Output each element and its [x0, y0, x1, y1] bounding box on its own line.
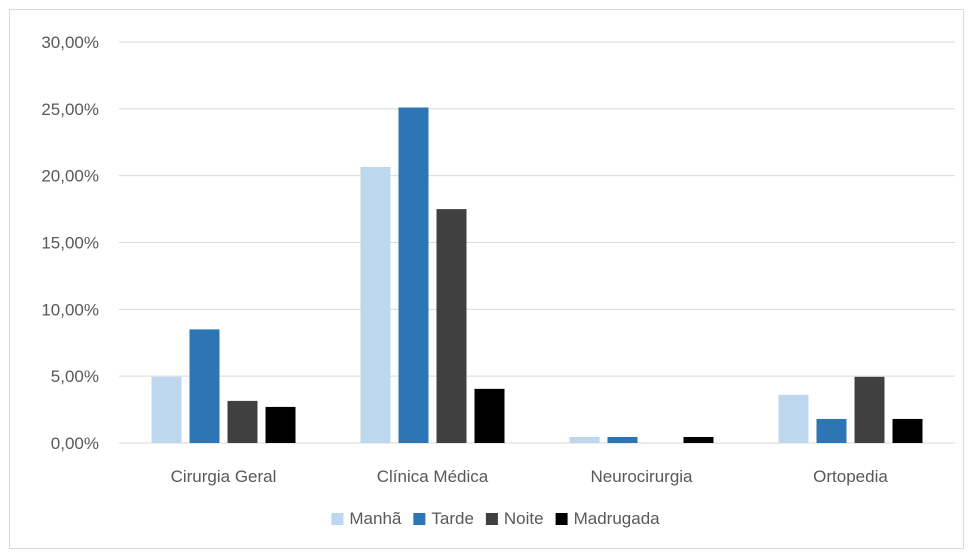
- legend-label: Manhã: [349, 509, 402, 528]
- bar-tarde: [398, 107, 429, 443]
- chart-frame: [9, 9, 964, 549]
- y-tick-label: 15,00%: [41, 234, 99, 253]
- y-tick-label: 20,00%: [41, 167, 99, 186]
- legend-swatch: [485, 513, 498, 525]
- gridlines: [119, 41, 955, 444]
- bar-noite: [436, 209, 467, 443]
- legend-label: Madrugada: [574, 509, 661, 528]
- legend-item: Manhã: [331, 509, 402, 528]
- legend-label: Tarde: [431, 509, 474, 528]
- x-category-label: Clínica Médica: [377, 467, 489, 486]
- bar-noite: [854, 376, 885, 443]
- y-tick-label: 10,00%: [41, 300, 99, 319]
- legend-swatch: [331, 513, 344, 525]
- legend: Manhã Tarde Noite Madrugada: [331, 509, 660, 528]
- y-tick-label: 5,00%: [51, 367, 99, 386]
- y-tick-label: 25,00%: [41, 100, 99, 119]
- bar-tarde: [189, 329, 220, 443]
- bar-manhã: [360, 166, 391, 443]
- legend-item: Madrugada: [555, 509, 661, 528]
- bar-tarde: [816, 418, 847, 443]
- legend-swatch: [413, 513, 426, 525]
- x-axis-categories: Cirurgia Geral Clínica Médica Neurocirurgi…: [171, 467, 889, 486]
- legend-item: Noite: [485, 509, 544, 528]
- bar-manhã: [778, 394, 809, 443]
- y-axis-ticks: 0,00% 5,00% 10,00% 15,00% 20,00% 25,00% 30,00%: [41, 33, 99, 453]
- x-category-label: Ortopedia: [813, 467, 888, 486]
- bar-tarde: [607, 436, 638, 443]
- bar-madrugada: [892, 418, 923, 443]
- bar-madrugada: [265, 406, 296, 443]
- bar-madrugada: [474, 388, 505, 443]
- bar-manhã: [151, 376, 182, 443]
- bar-manhã: [569, 436, 600, 443]
- bar-madrugada: [683, 436, 714, 443]
- bars: [151, 107, 923, 443]
- legend-label: Noite: [504, 509, 544, 528]
- x-category-label: Cirurgia Geral: [171, 467, 277, 486]
- legend-swatch: [555, 513, 568, 525]
- bar-noite: [227, 400, 258, 443]
- legend-item: Tarde: [413, 509, 474, 528]
- y-tick-label: 0,00%: [51, 434, 99, 453]
- y-tick-label: 30,00%: [41, 33, 99, 52]
- x-category-label: Neurocirurgia: [590, 467, 693, 486]
